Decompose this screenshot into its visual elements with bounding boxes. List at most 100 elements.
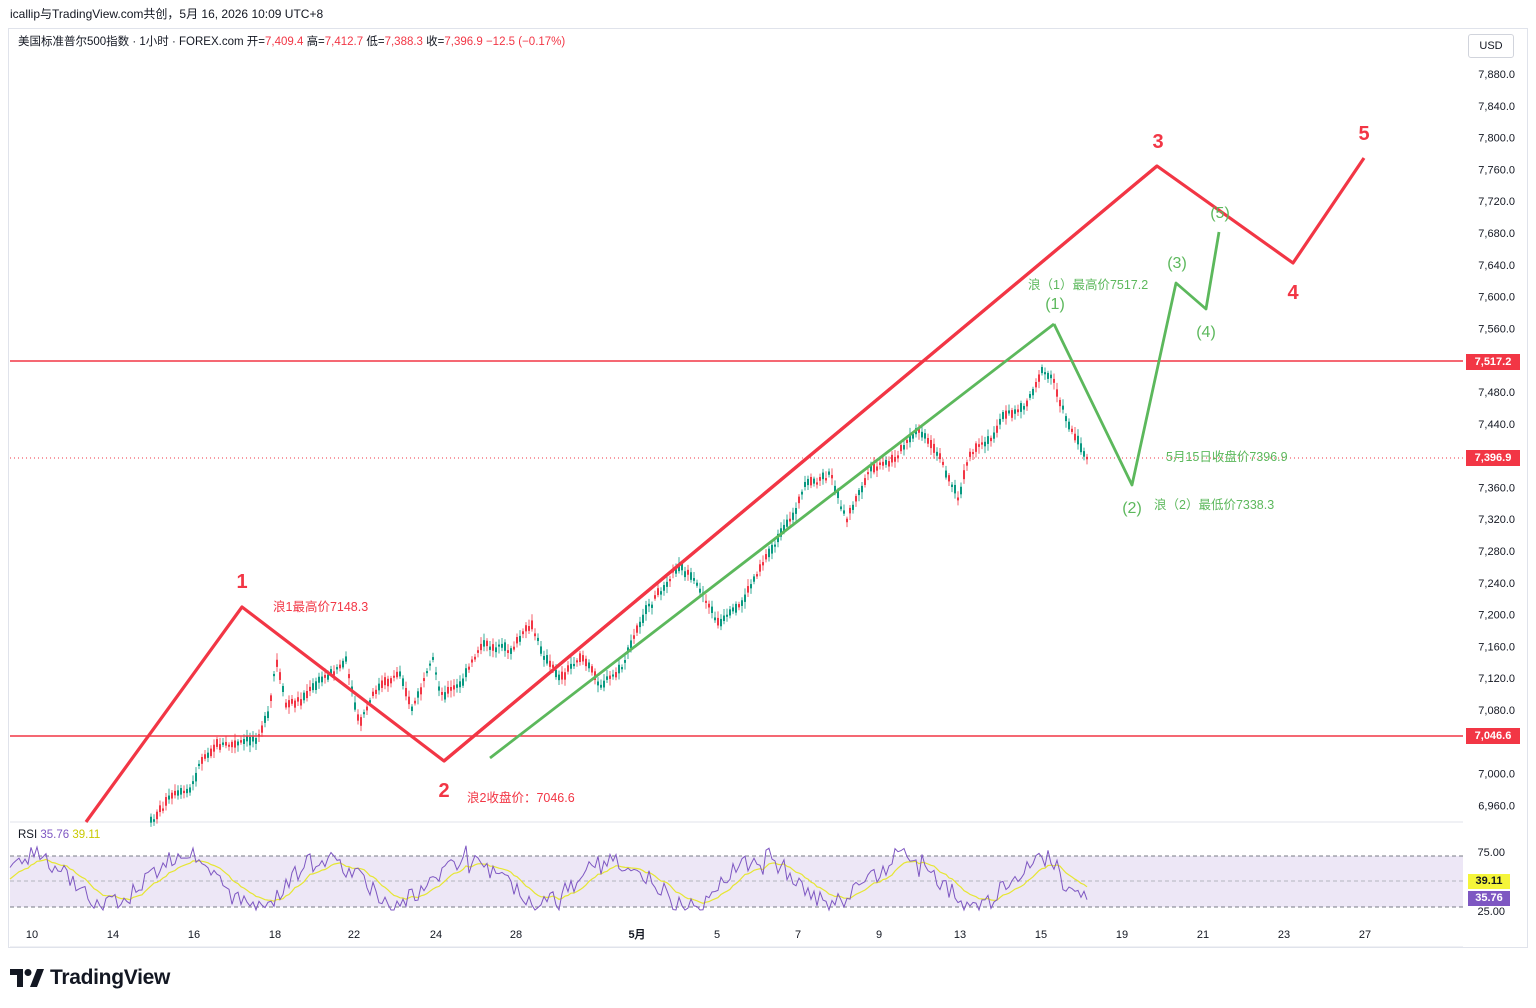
candle-body [168,795,170,800]
candle-body [636,625,638,633]
candle-body [678,563,680,572]
candle-body [861,485,863,493]
price-tick-label: 7,800.0 [1478,133,1515,145]
rsi-legend[interactable]: RSI 35.76 39.11 [18,829,100,841]
symbol-name[interactable]: 美国标准普尔500指数 · 1小时 · FOREX.com [18,36,244,48]
candle-body [822,472,824,480]
wave-label-4: 4 [1287,282,1299,304]
candle-body [1059,399,1061,407]
candle-body [1026,400,1028,407]
candle-body [690,572,692,580]
candle-body [957,497,959,501]
candle-body [351,686,353,690]
candle-body [681,563,683,571]
resistance-price-tag: 7,517.2 [1466,354,1520,370]
red-channel-line[interactable] [442,164,1159,763]
candle-body [201,757,203,764]
candle-body [408,696,410,705]
candle-body [657,588,659,596]
support-price-tag: 7,046.6 [1466,728,1520,744]
candle-body [174,790,176,796]
candle-body [834,485,836,494]
candle-body [516,637,518,644]
header-title: icallip与TradingView.com共创，5月 16, 2026 10… [10,7,324,21]
time-tick-label: 22 [348,929,360,941]
candle-body [465,668,467,678]
candle-body [390,678,392,684]
high-label: 高= [306,36,325,48]
candle-body [819,477,821,481]
candle-body [837,490,839,499]
candle-body [630,640,632,649]
candle-body [384,677,386,686]
candle-body [531,620,533,630]
candle-body [651,604,653,608]
candle-body [585,658,587,667]
candle-body [591,666,593,673]
candle-body [696,582,698,586]
rsi-label: RSI [18,829,38,841]
candle-body [963,470,965,480]
candle-body [471,659,473,663]
price-tick-label: 7,240.0 [1478,578,1515,590]
subwave-label-2: (2) [1122,500,1142,517]
candle-body [801,491,803,495]
candle-body [561,671,563,680]
candle-body [210,748,212,757]
candle-body [576,660,578,663]
candle-body [744,594,746,602]
high-value: 7,412.7 [324,36,364,48]
candle-body [483,640,485,647]
wave-drawings[interactable] [10,157,1463,823]
close-label: 收= [426,36,445,48]
time-axis[interactable]: 10 14 16 18 22 24 28 5月 5 7 9 13 15 19 21 23 27 [10,821,1463,948]
candle-body [1041,367,1043,374]
price-tick-label: 7,280.0 [1478,546,1515,558]
price-axis[interactable]: 7,880.0 7,840.0 7,800.0 7,760.0 7,720.0 7,680… [1478,69,1515,812]
candle-body [555,669,557,678]
candle-body [582,655,584,662]
may15-close-note: 5月15日收盘价7396.9 [1166,449,1288,464]
currency-button[interactable]: USD [1468,34,1514,58]
candle-body [993,432,995,439]
candle-body [900,444,902,452]
candle-body [330,669,332,674]
green-channel-line[interactable] [489,322,1055,760]
candle-body [366,706,368,711]
candle-body [324,674,326,678]
candle-body [333,671,335,676]
candle-body [480,643,482,651]
green-wave-path[interactable] [1052,231,1221,487]
candle-body [234,740,236,748]
candle-body [846,518,848,523]
candle-body [639,621,641,628]
candle-body [1053,378,1055,383]
candle-body [750,584,752,589]
price-tick-label: 7,680.0 [1478,228,1515,240]
candle-body [633,635,635,639]
candle-body [198,763,200,767]
time-tick-label: 16 [188,929,200,941]
candle-body [771,544,773,554]
tradingview-logo[interactable]: TradingView [10,965,170,991]
candle-body [450,686,452,691]
candle-body [303,692,305,701]
candle-body [1014,409,1016,414]
subwave-label-4: (4) [1196,324,1216,341]
open-value: 7,409.4 [264,36,304,48]
candle-body [345,656,347,662]
candle-body [540,646,542,654]
candle-body [747,586,749,593]
candle-body [852,504,854,510]
candle-body [156,811,158,820]
candle-body [984,441,986,447]
candle-body [570,663,572,669]
candle-body [888,461,890,467]
candle-body [897,455,899,459]
candle-body [519,635,521,642]
candle-body [252,736,254,742]
candle-body [153,819,155,822]
rsi-pane[interactable]: 75.00 25.00 [9,845,1505,918]
candle-body [687,569,689,575]
